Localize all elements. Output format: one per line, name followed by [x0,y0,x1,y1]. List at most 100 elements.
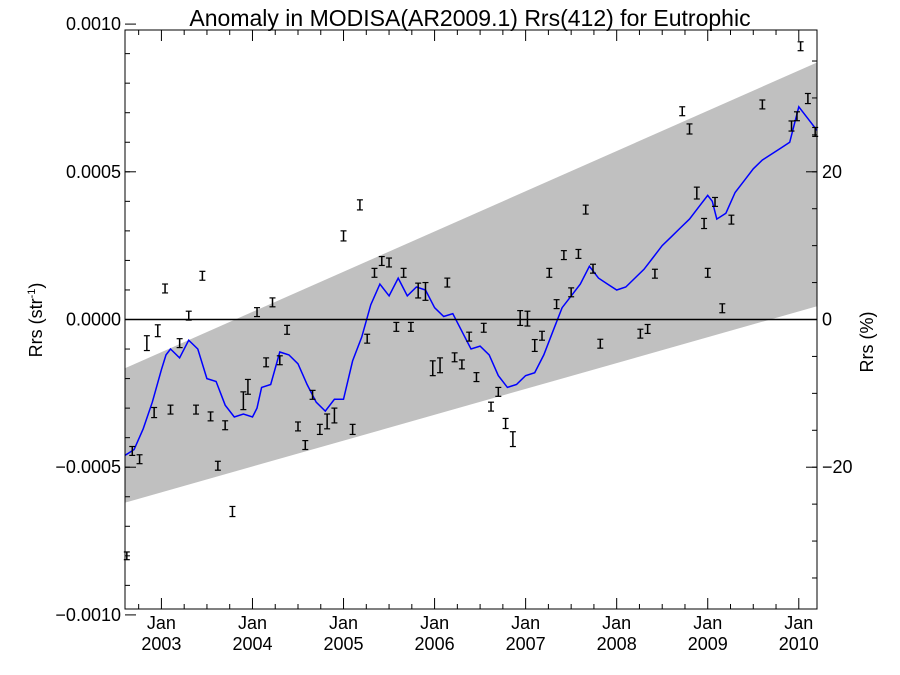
x-tick-month-label: Jan [238,613,267,633]
data-point [222,420,229,431]
x-tick-year-label: 2005 [324,634,364,654]
data-point [531,338,538,353]
data-point [356,199,363,211]
data-point [458,359,465,370]
data-point [254,307,261,318]
data-point [719,303,726,314]
data-point [386,257,393,268]
data-point [686,123,693,135]
data-point [759,99,766,110]
data-point [466,331,473,342]
data-point [136,454,143,465]
data-point [316,423,323,436]
data-point [804,92,811,105]
data-point [693,186,700,200]
data-point [597,338,604,349]
data-point [488,401,495,412]
data-point [129,445,136,457]
data-point [151,406,158,419]
data-point [240,391,247,411]
data-point [509,431,516,448]
x-tick-year-label: 2008 [597,634,637,654]
data-point [701,217,708,230]
data-point [590,263,597,274]
data-point [207,411,214,422]
data-point [793,111,800,122]
data-point [302,439,309,451]
x-tick-month-label: Jan [602,613,631,633]
y2-tick-label: −20 [822,457,853,477]
data-point [560,250,567,261]
data-point [517,310,524,327]
data-point [704,267,711,278]
data-point [276,355,283,366]
data-point [480,322,487,333]
x-tick-year-label: 2007 [506,634,546,654]
data-point [295,421,301,432]
data-point [444,277,451,288]
data-point [193,404,200,415]
x-tick-year-label: 2004 [232,634,272,654]
data-point [728,214,735,225]
x-tick-month-label: Jan [329,613,358,633]
data-point [199,270,206,281]
data-point [637,328,644,339]
data-point [284,324,291,335]
data-point [502,417,509,430]
data-point [788,120,795,132]
data-point [422,281,429,301]
y-tick-label: 0.0005 [66,162,121,182]
data-point [244,378,251,395]
data-point [167,404,174,415]
data-point [331,407,338,424]
y-tick-label: 0.0000 [66,310,121,330]
y2-tick-label: 20 [822,162,842,182]
data-point [185,310,192,321]
data-point [546,267,553,278]
x-tick-month-label: Jan [511,613,540,633]
x-tick-month-label: Jan [693,613,722,633]
data-point [568,287,575,298]
running-mean-line [124,105,818,457]
data-point [712,196,719,207]
x-tick-year-label: 2009 [688,634,728,654]
data-point [679,106,686,117]
data-point [429,360,436,377]
data-point [176,338,183,349]
x-tick-month-label: Jan [784,613,813,633]
x-tick-month-label: Jan [147,613,176,633]
data-point [309,389,316,400]
data-point [539,330,546,341]
data-point [393,321,400,332]
data-point [364,333,371,344]
data-point [797,41,804,52]
x-tick-year-label: 2006 [415,634,455,654]
data-point [214,460,221,471]
data-point [349,423,356,436]
data-point [378,255,385,267]
data-point [651,268,658,279]
data-point [407,321,414,332]
data-point [263,357,270,368]
x-tick-year-label: 2003 [141,634,181,654]
data-point [582,204,589,215]
data-point [575,248,582,259]
chart-title: Anomaly in MODISA(AR2009.1) Rrs(412) for… [189,5,750,31]
data-point [143,335,150,352]
x-tick-month-label: Jan [420,613,449,633]
y2-axis-label: Rrs (%) [857,312,877,373]
data-point [415,282,422,299]
y-tick-label: −0.0005 [55,457,121,477]
data-point [229,505,236,518]
data-point [473,372,480,383]
data-point [324,413,331,430]
data-point [524,310,531,327]
y-axis-label: Rrs (str-1) [26,283,46,358]
confidence-band [125,62,817,503]
data-point [162,283,169,294]
data-point [553,299,560,310]
data-point [371,267,378,278]
data-point [269,297,276,308]
y2-tick-label: 0 [822,310,832,330]
